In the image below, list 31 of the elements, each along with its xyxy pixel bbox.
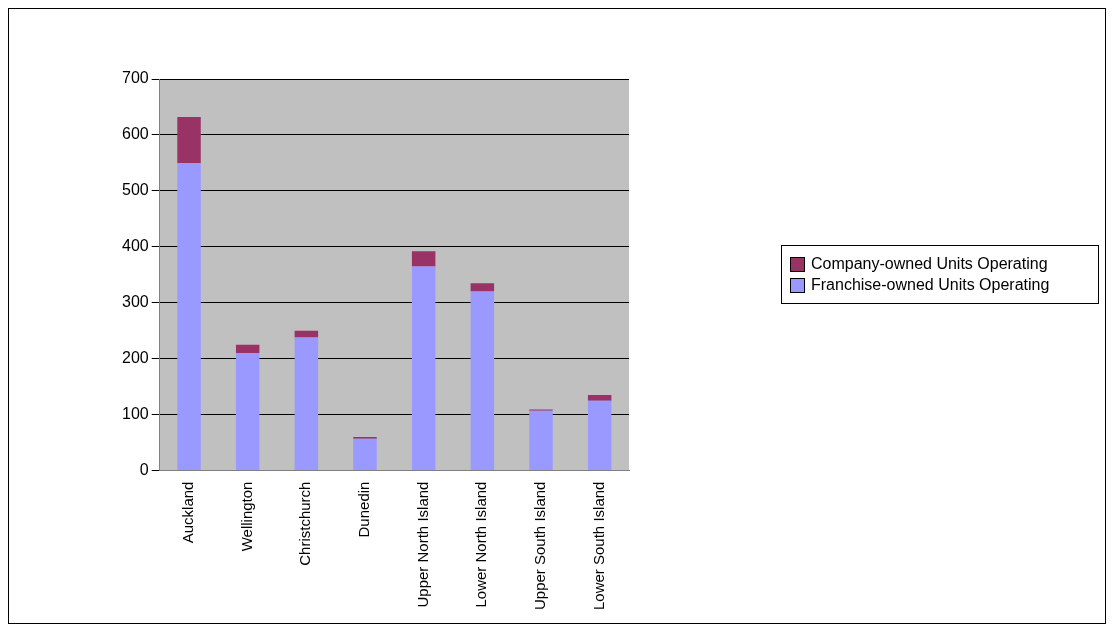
y-tick-label: 600: [121, 125, 149, 143]
x-tick-label: Christchurch: [296, 481, 314, 566]
x-tick-label: Upper South Island: [531, 481, 549, 611]
y-tick-label: 700: [121, 69, 149, 87]
bar: [294, 337, 319, 471]
bar: [353, 438, 377, 471]
x-tick-label: Auckland: [179, 481, 197, 544]
bar: [235, 353, 260, 471]
bar: [529, 410, 553, 471]
bar: [177, 117, 201, 163]
bar: [470, 291, 495, 471]
legend-label: Company-owned Units Operating: [811, 255, 1048, 273]
y-tick-label: 200: [121, 349, 149, 367]
y-tick-label: 400: [121, 237, 149, 255]
x-tick-label: Wellington: [237, 481, 255, 552]
bar: [411, 251, 436, 267]
bar: [587, 400, 612, 471]
bar: [235, 344, 260, 354]
y-tick-label: 100: [121, 405, 149, 423]
y-tick-label: 300: [121, 293, 149, 311]
legend-label: Franchise-owned Units Operating: [811, 276, 1050, 294]
bar: [470, 283, 495, 292]
x-tick-label: Lower North Island: [472, 481, 490, 608]
x-tick-label: Dunedin: [355, 481, 373, 538]
y-tick-label: 0: [139, 460, 149, 478]
bar: [411, 266, 436, 471]
bar: [177, 162, 201, 471]
x-tick-label: Upper North Island: [413, 481, 431, 608]
bar: [587, 395, 612, 401]
y-tick-label: 500: [121, 181, 149, 199]
x-tick-label: Lower South Island: [589, 481, 607, 611]
